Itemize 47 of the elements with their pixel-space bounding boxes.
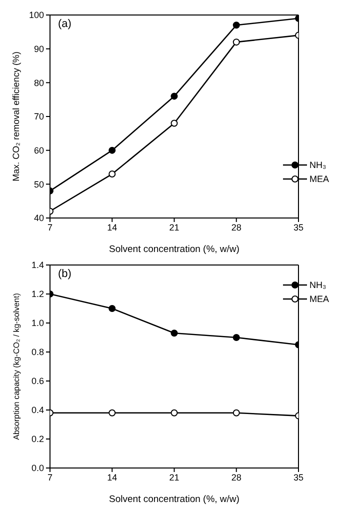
y-tick-label: 0.2	[31, 434, 44, 444]
y-tick-label: 90	[34, 44, 44, 54]
point	[108, 146, 116, 154]
x-tick-label: 7	[47, 472, 53, 482]
point	[108, 170, 116, 178]
legend-label: NH₃	[309, 280, 326, 290]
point	[232, 409, 240, 416]
point	[232, 334, 240, 341]
x-tick-label: 14	[107, 472, 118, 482]
y-tick-label: 50	[34, 179, 44, 190]
y-tick-label: 40	[34, 213, 44, 224]
x-axis-title: Solvent concentration (%, w/w)	[109, 244, 240, 255]
point	[108, 409, 116, 416]
y-tick-label: 0.4	[31, 405, 44, 416]
legend-label: MEA	[309, 294, 329, 304]
annotation: (b)	[58, 268, 72, 280]
y-tick-label: 100	[28, 10, 44, 20]
x-tick-label: 35	[293, 222, 304, 232]
x-axis-title: Solvent concentration (%, w/w)	[109, 494, 240, 505]
y-tick-label: 80	[34, 78, 44, 88]
point	[108, 305, 116, 312]
y-axis-title: Absorption capacity (kg-CO₂ / kg-solvent)	[12, 292, 21, 440]
point	[170, 92, 178, 100]
x-tick-label: 7	[47, 222, 53, 232]
point	[232, 22, 240, 29]
x-tick-label: 14	[107, 222, 118, 232]
x-tick-label: 28	[231, 472, 242, 482]
annotation: (a)	[58, 18, 72, 30]
y-tick-label: 1.2	[31, 289, 44, 300]
x-tick-label: 28	[231, 222, 242, 232]
legend-label: NH₃	[309, 160, 326, 170]
point	[232, 38, 240, 46]
y-tick-label: 1.4	[31, 260, 44, 270]
point	[170, 409, 178, 416]
y-tick-label: 1.0	[31, 318, 44, 328]
x-tick-label: 21	[169, 222, 180, 232]
point	[170, 330, 178, 337]
x-tick-label: 35	[293, 472, 304, 482]
legend-label: MEA	[309, 174, 329, 184]
y-tick-label: 70	[34, 112, 44, 122]
y-tick-label: 0.6	[31, 376, 44, 386]
y-tick-label: 60	[34, 146, 44, 156]
y-axis-title: Max. CO₂ removal efficiency (%)	[11, 52, 22, 182]
y-tick-label: 0.0	[31, 463, 44, 474]
x-tick-label: 21	[169, 472, 180, 482]
y-tick-label: 0.8	[31, 347, 44, 358]
point	[170, 120, 178, 127]
